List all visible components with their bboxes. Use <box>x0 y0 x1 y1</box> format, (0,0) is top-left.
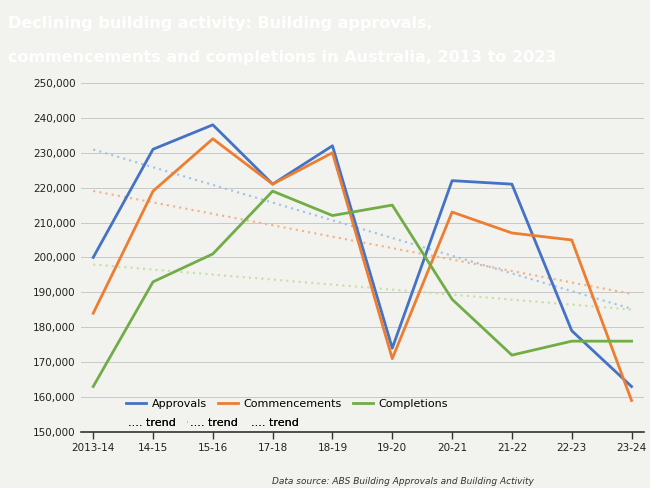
Legend: .... trend, .... trend, .... trend: .... trend, .... trend, .... trend <box>126 418 299 428</box>
Text: Data source: ABS Building Approvals and Building Activity: Data source: ABS Building Approvals and … <box>272 477 534 486</box>
Text: commencements and completions in Australia, 2013 to 2023: commencements and completions in Austral… <box>8 50 556 65</box>
Text: Declining building activity: Building approvals,: Declining building activity: Building ap… <box>8 16 432 31</box>
